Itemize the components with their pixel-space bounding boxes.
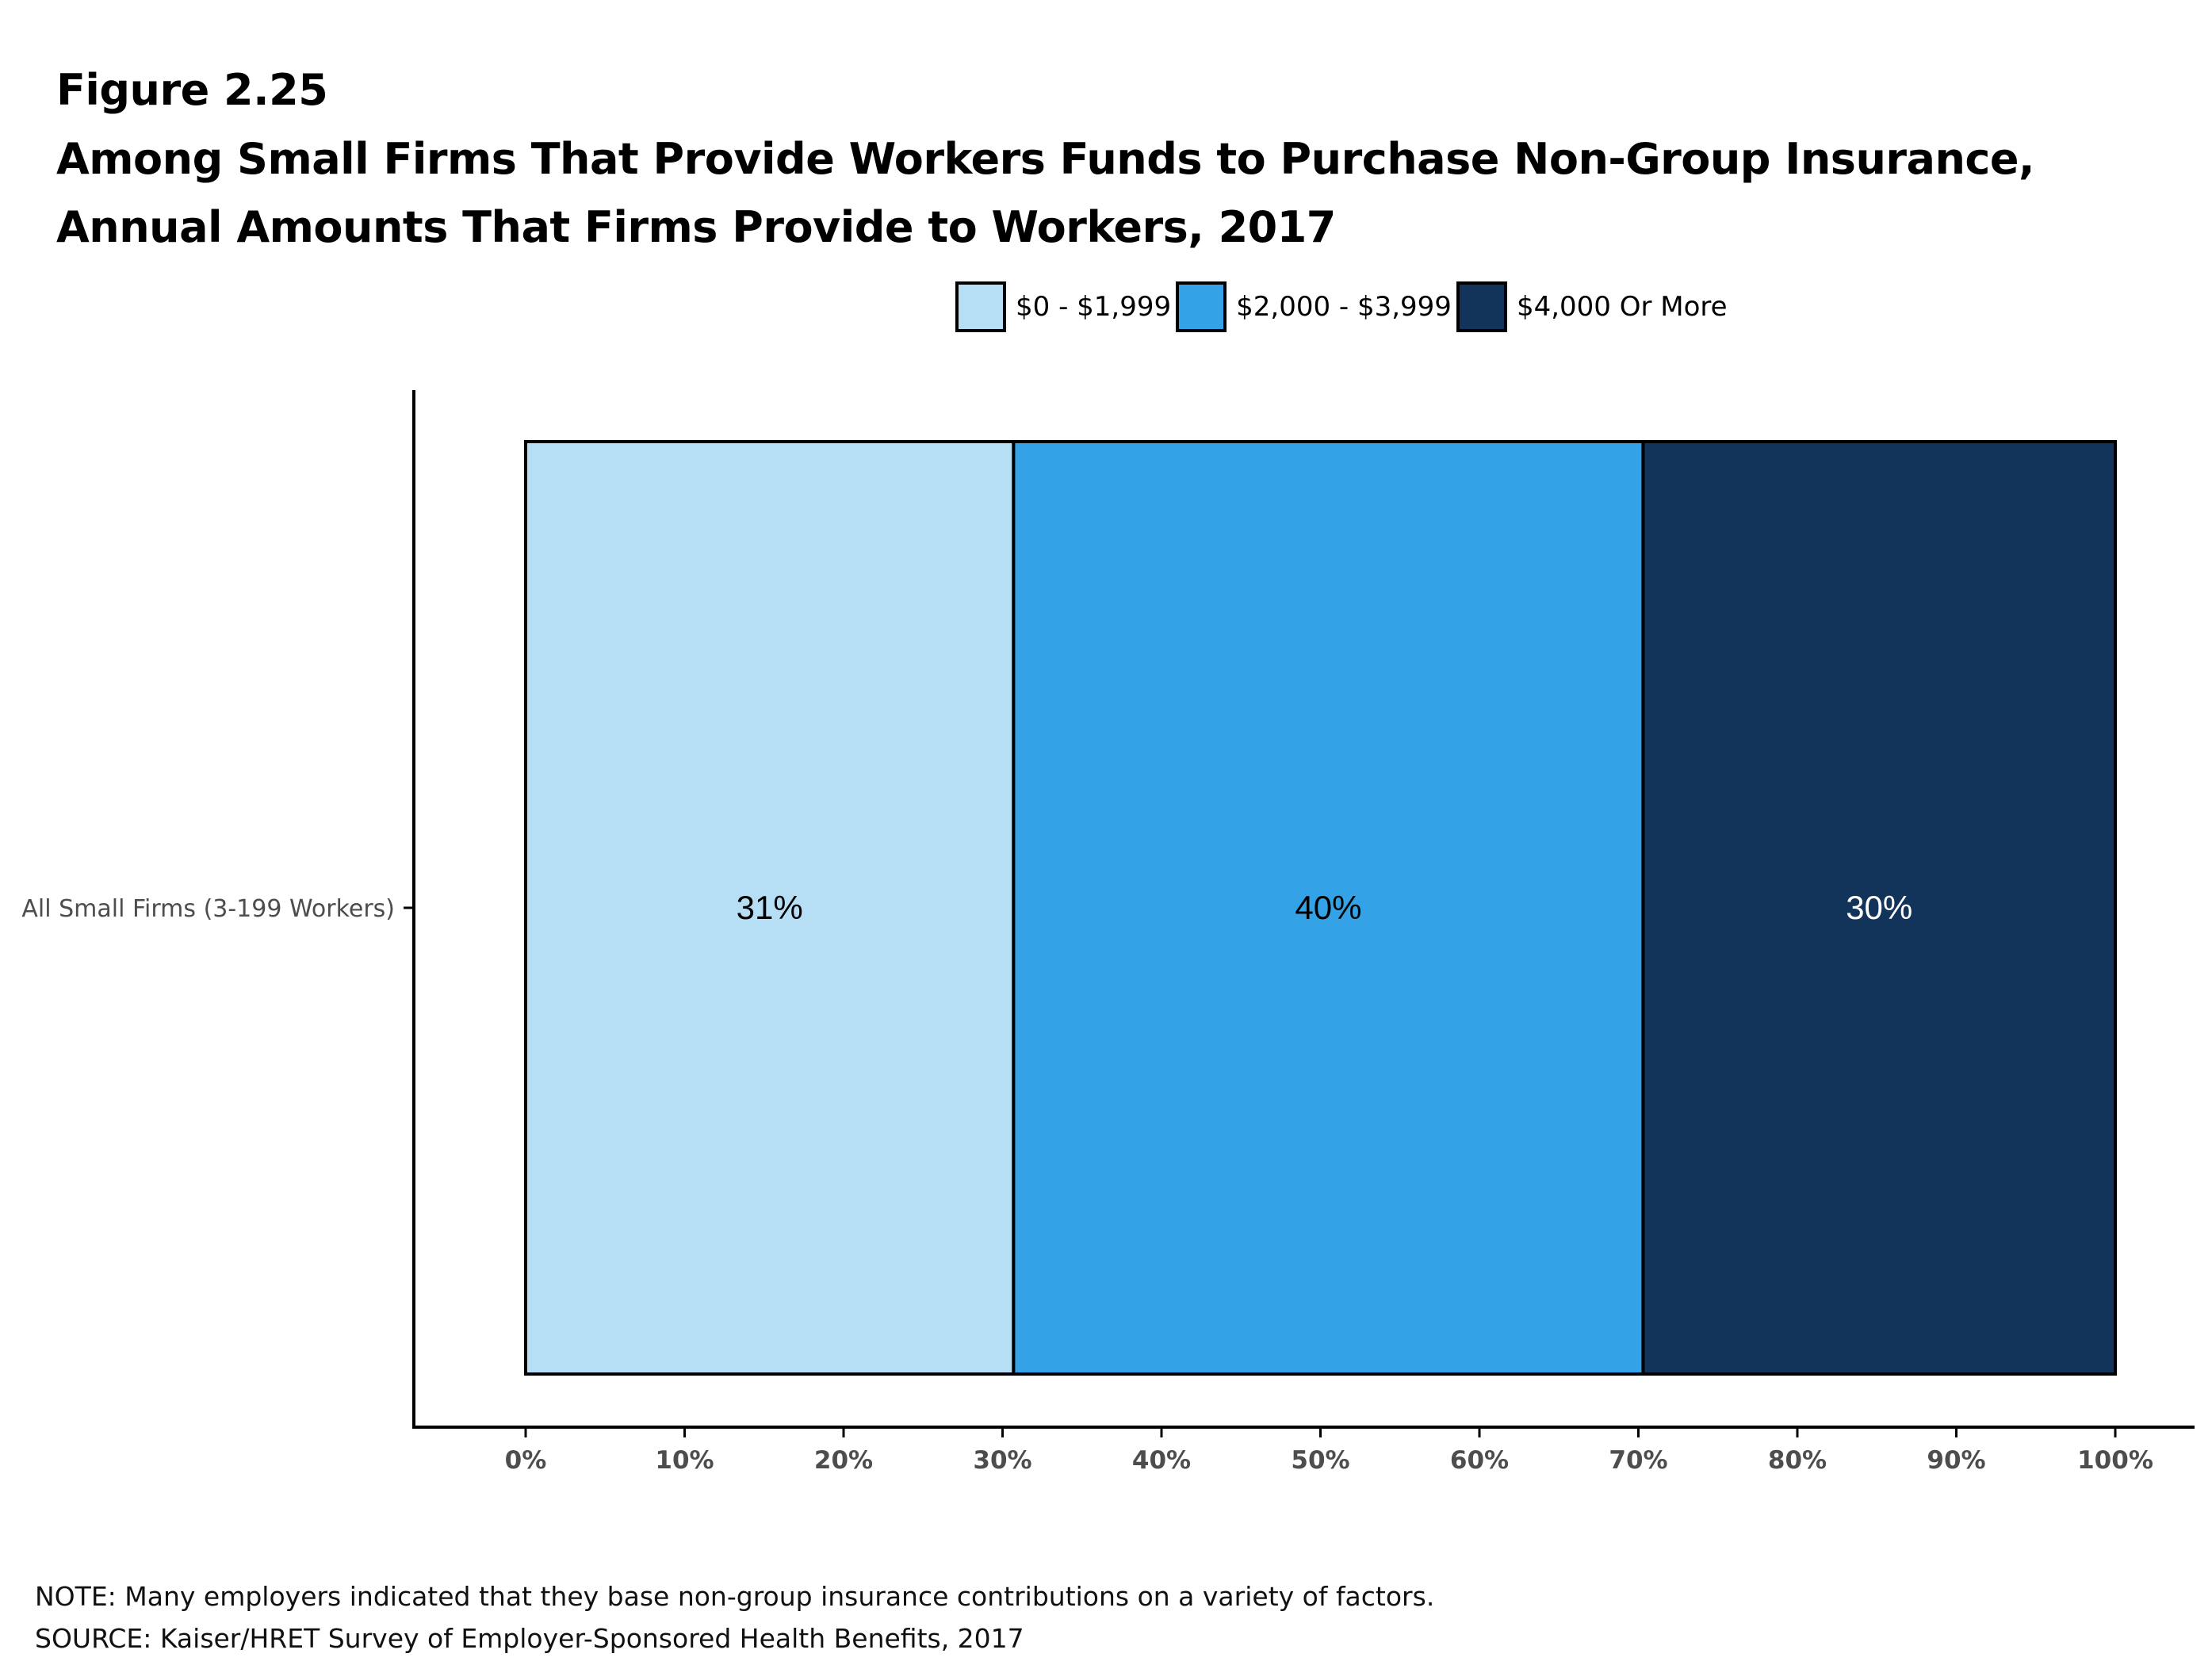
x-tick-label-7: 70%: [1609, 1446, 1667, 1475]
bar-segment-2: [1641, 440, 2118, 1376]
legend-swatch-1: [1176, 281, 1227, 332]
x-tick-label-10: 100%: [2077, 1446, 2153, 1475]
x-tick-label-2: 20%: [814, 1446, 873, 1475]
legend-item-1: $2,000 - $3,999: [1176, 281, 1452, 332]
bar-data-label-2: 30%: [1846, 889, 1912, 926]
legend-item-0: $0 - $1,999: [955, 281, 1171, 332]
chart-legend: $0 - $1,999 $2,000 - $3,999 $4,000 Or Mo…: [955, 280, 1732, 334]
x-tick-label-8: 80%: [1768, 1446, 1827, 1475]
legend-label-0: $0 - $1,999: [1016, 291, 1172, 323]
x-tick-label-1: 10%: [655, 1446, 714, 1475]
legend-swatch-2: [1456, 281, 1507, 332]
x-tick-label-5: 50%: [1291, 1446, 1349, 1475]
y-category-label-0: All Small Firms (3-199 Workers): [21, 895, 395, 923]
bar-segment-0: [524, 440, 1016, 1376]
x-tick-label-9: 90%: [1927, 1446, 1985, 1475]
legend-label-1: $2,000 - $3,999: [1236, 291, 1452, 323]
figure-label: Figure 2.25: [56, 65, 328, 115]
bar-group: [524, 440, 2118, 1376]
legend-swatch-0: [955, 281, 1006, 332]
chart-source: SOURCE: Kaiser/HRET Survey of Employer-S…: [35, 1623, 1024, 1654]
chart-title: Among Small Firms That Provide Workers F…: [56, 134, 2035, 252]
x-tick-label-3: 30%: [973, 1446, 1031, 1475]
bar-label-group: 31% 40% 30%: [737, 889, 1913, 926]
y-tick-group: All Small Firms (3-199 Workers): [21, 895, 414, 923]
chart-note: NOTE: Many employers indicated that they…: [35, 1581, 1435, 1612]
bar-data-label-0: 31%: [737, 889, 803, 926]
legend-item-2: $4,000 Or More: [1456, 281, 1728, 332]
x-tick-label-4: 40%: [1132, 1446, 1191, 1475]
x-tick-label-6: 60%: [1450, 1446, 1509, 1475]
bar-data-label-1: 40%: [1295, 889, 1361, 926]
legend-label-2: $4,000 Or More: [1516, 291, 1728, 323]
x-tick-label-0: 0%: [505, 1446, 547, 1475]
x-tick-group: 0% 10% 20% 30% 40% 50% 60% 70% 80% 90% 100%: [505, 1427, 2153, 1475]
